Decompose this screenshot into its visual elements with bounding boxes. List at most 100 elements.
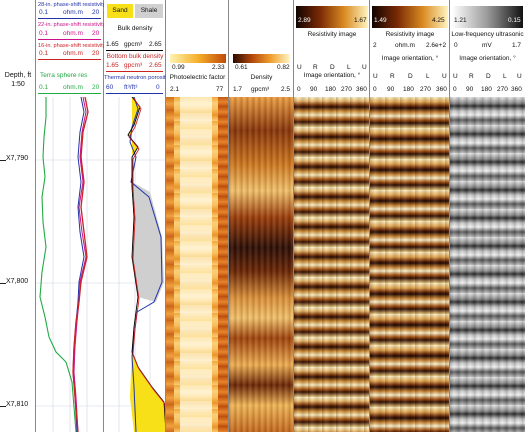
resistivity-track	[36, 97, 104, 432]
bottom-density-min: 1.65	[106, 62, 119, 69]
density-header: Sand Shale Bulk density 1.65 gpcm³ 2.65 …	[104, 0, 168, 97]
density-track	[104, 97, 166, 432]
res-image1-dir-2: D	[330, 64, 335, 71]
res28-line	[38, 18, 101, 19]
ultrasonic-dir-4: U	[517, 73, 522, 80]
neutron-unit: ft³/ft³	[124, 84, 138, 91]
neutron-curve	[129, 97, 163, 432]
ultrasonic-angle-1: 90	[466, 86, 474, 93]
pef-scale-min: 0.99	[172, 64, 185, 71]
pef-scale-max: 2.33	[212, 64, 225, 71]
pef-edge-left	[166, 97, 174, 432]
pef-center-band	[180, 97, 212, 432]
ultrasonic-label: Low-frequency ultrasonic	[451, 31, 524, 38]
res-image1-angle-4: 360	[356, 86, 367, 93]
resistivity-image2-header: 1.49 4.25 Resistivity image 2 ohm.m 2.6e…	[370, 0, 450, 97]
res-image1-angle-3: 270	[341, 86, 352, 93]
res16-max: 20	[92, 50, 100, 57]
res16-unit: ohm.m	[63, 50, 83, 57]
res-image2-dir-0: U	[373, 73, 378, 80]
res-image2-texture	[370, 97, 449, 432]
ultrasonic-angle-3: 270	[497, 86, 508, 93]
pef-track	[166, 97, 229, 432]
res-image2-unit: ohm.m	[395, 42, 415, 49]
density-image-header: 0.61 0.82 Density 1.7 gpcm³ 2.5	[229, 0, 294, 97]
density-image-texture	[229, 97, 293, 432]
ultrasonic-angle-4: 360	[511, 86, 522, 93]
bulk-density-unit: gpcm³	[124, 41, 143, 48]
res22-line	[38, 39, 101, 40]
neutron-min: 60	[106, 84, 114, 91]
bottom-density-line	[106, 71, 163, 72]
ultrasonic-dir-2: D	[486, 73, 491, 80]
bottom-density-label: Bottom bulk density	[106, 53, 164, 60]
res-image2-orientation: Image orientation, °	[381, 55, 439, 62]
res22-unit: ohm.m	[63, 30, 83, 37]
neutron-line	[106, 93, 163, 94]
res22-label: 22-in. phase-shift resistivity	[38, 22, 106, 28]
res-image1-dir-3: L	[347, 64, 351, 71]
neutron-max: 0	[156, 84, 160, 91]
pef-color-scale	[170, 54, 226, 63]
bulk-density-max: 2.65	[149, 41, 162, 48]
density-color-scale	[233, 54, 290, 63]
ultrasonic-angle-0: 0	[453, 86, 457, 93]
bulk-density-min: 1.65	[106, 41, 119, 48]
res-image2-angle-2: 180	[403, 86, 414, 93]
resistivity-image2-track	[370, 97, 450, 432]
shale-legend	[135, 4, 163, 18]
ultrasonic-dir-0: U	[453, 73, 458, 80]
density-image-track	[229, 97, 294, 432]
ultrasonic-dir-3: L	[503, 73, 507, 80]
pef-header: 0.99 2.33 Photoelectric factor 2.1 77	[166, 0, 229, 97]
ultrasonic-unit: mV	[482, 42, 492, 49]
depth-label-7800: X7,800	[6, 278, 29, 285]
res-image1-texture	[294, 97, 369, 432]
res28-min: 0.1	[39, 9, 49, 16]
res-image2-angle-3: 270	[420, 86, 431, 93]
depth-label-7810: X7,810	[6, 401, 29, 408]
res-image2-label: Resistivity image	[385, 31, 435, 38]
density-scale-max: 0.82	[277, 64, 290, 71]
pef-edge-right	[218, 97, 228, 432]
res-image1-angle-1: 90	[310, 86, 318, 93]
depth-tick-7790	[0, 160, 6, 161]
sand-legend	[107, 4, 133, 18]
ultrasonic-color-scale	[452, 6, 523, 28]
depth-track: X7,790 X7,800 X7,810	[0, 97, 36, 432]
ultrasonic-texture	[450, 97, 525, 432]
terra-line	[38, 93, 101, 94]
bulk-density-line	[106, 50, 163, 51]
ultrasonic-max: 1.7	[512, 42, 522, 49]
density-image-unit: gpcm³	[251, 86, 270, 93]
ultrasonic-track	[450, 97, 525, 432]
density-scale-min: 0.61	[235, 64, 248, 71]
bottom-density-max: 2.65	[149, 62, 162, 69]
res-image2-dir-3: L	[426, 73, 430, 80]
res22-max: 20	[92, 30, 100, 37]
resistivity-header: 28-in. phase-shift resistivity 0.1 ohm.m…	[36, 0, 106, 97]
sand-fill-lower	[130, 352, 165, 432]
terra-label: Terra sphere res	[40, 72, 88, 79]
sand-fill	[128, 97, 140, 155]
res-image1-scale-min: 2.89	[298, 17, 311, 24]
pef-label: Photoelectric factor	[169, 74, 226, 81]
bottom-density-unit: gpcm³	[124, 62, 143, 69]
res-image2-angle-1: 90	[387, 86, 395, 93]
terra-min: 0.1	[39, 84, 49, 91]
ultrasonic-header: 1.21 0.15 Low-frequency ultrasonic 0 mV …	[450, 0, 525, 97]
density-image-label: Density	[250, 74, 273, 81]
depth-tick-7800	[0, 283, 6, 284]
ultrasonic-scale-min: 1.21	[454, 17, 467, 24]
bottom-density-curve	[128, 97, 165, 417]
res28-unit: ohm.m	[63, 9, 83, 16]
sand-label: Sand	[112, 7, 128, 14]
shale-label: Shale	[140, 7, 158, 14]
res-image2-scale-min: 1.49	[374, 17, 387, 24]
resistivity-image1-track	[294, 97, 370, 432]
res-image1-label: Resistivity image	[307, 31, 357, 38]
res16-line	[38, 59, 101, 60]
res-image1-orientation: Image orientation, °	[303, 72, 361, 79]
density-image-min: 1.7	[233, 86, 243, 93]
res22-curve	[73, 97, 87, 432]
